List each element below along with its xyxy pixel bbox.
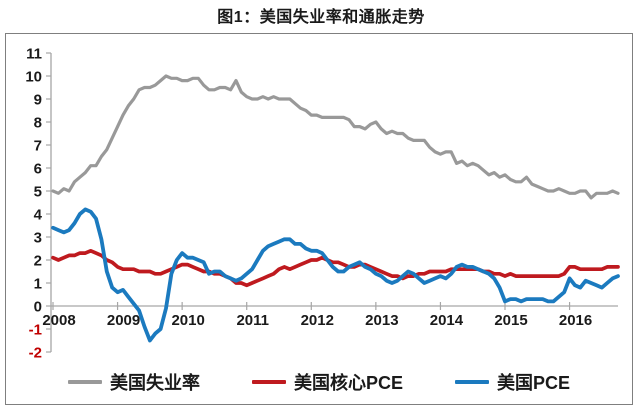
x-tick-label: 2015 (494, 312, 527, 329)
legend-item-pce: 美国PCE (455, 369, 570, 395)
y-tick-label: 8 (34, 115, 42, 132)
chart-area: 11 10 9 8 7 6 5 4 3 2 1 0 -1 -2 2008 2009 2010 2011 2012 20… (5, 33, 633, 405)
x-tick-label: 2012 (301, 312, 334, 329)
y-tick-label: 9 (34, 92, 42, 109)
y-tick-label: 7 (34, 138, 42, 155)
x-tick-label: 2014 (430, 312, 464, 329)
legend-label-unemployment: 美国失业率 (109, 373, 200, 393)
y-tick-label: 11 (26, 46, 42, 63)
legend-item-unemployment: 美国失业率 (67, 369, 200, 395)
series-line-pce (51, 207, 620, 343)
x-tick-label: 2008 (42, 312, 75, 329)
y-tick-label: 4 (34, 207, 43, 224)
x-tick-label: 2009 (107, 312, 140, 329)
legend-label-pce: 美国PCE (497, 373, 571, 393)
y-tick-label: 1 (34, 276, 42, 293)
x-tick-label: 2016 (559, 312, 592, 329)
y-tick-label: 6 (34, 161, 42, 178)
legend-line-swatch-core_pce (251, 380, 286, 384)
y-tick-label: -2 (29, 345, 42, 362)
chart-legend: 美国失业率 美国核心PCE 美国PCE (6, 369, 632, 395)
legend-line-swatch-unemployment (67, 380, 102, 384)
y-tick-label: 3 (34, 230, 42, 247)
y-tick-label: 2 (34, 253, 42, 270)
y-tick-label: 0 (34, 299, 42, 316)
series-line-core_pce (51, 248, 620, 288)
x-tick-label: 2013 (365, 312, 398, 329)
chart-title: 图1：美国失业率和通胀走势 (217, 9, 425, 26)
y-tick-label: -1 (29, 322, 42, 339)
y-tick-label: 5 (34, 184, 42, 201)
legend-item-core_pce: 美国核心PCE (251, 369, 403, 395)
x-tick-label: 2011 (236, 312, 269, 329)
legend-line-swatch-pce (455, 380, 489, 384)
y-tick-label: 10 (25, 69, 42, 86)
x-tick-label: 2010 (171, 312, 204, 329)
legend-label-core_pce: 美国核心PCE (293, 373, 403, 393)
series-line-unemployment (51, 74, 620, 200)
